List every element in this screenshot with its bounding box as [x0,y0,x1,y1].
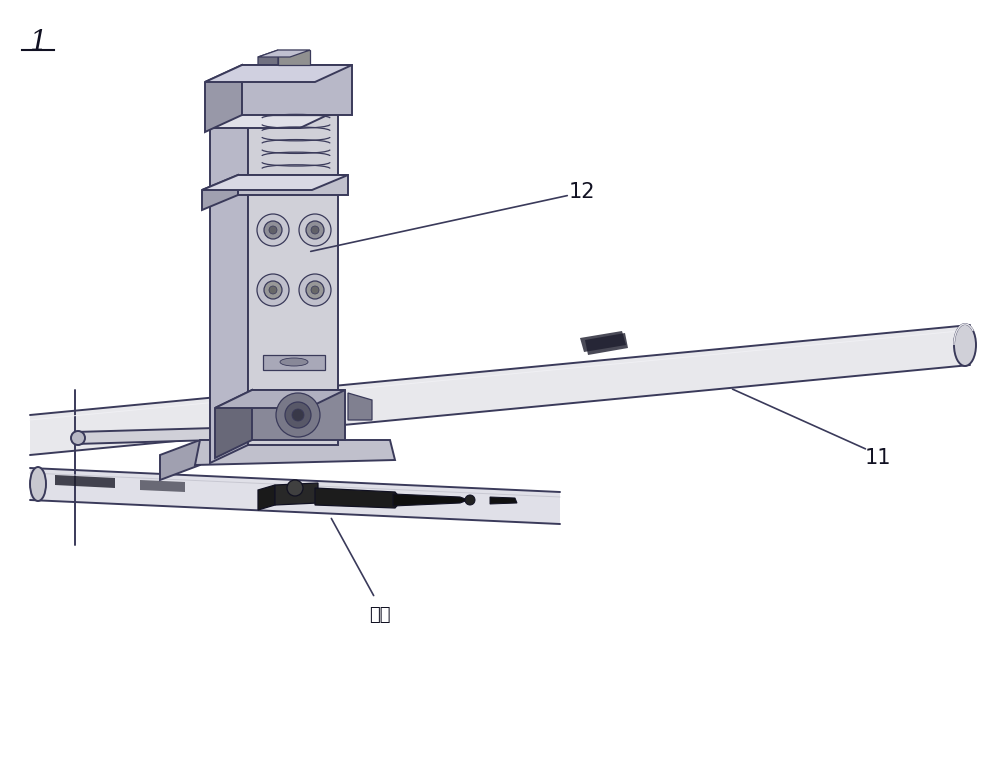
Text: 产品: 产品 [369,606,391,624]
Circle shape [306,221,324,239]
Circle shape [299,274,331,306]
Circle shape [311,286,319,294]
Polygon shape [215,390,345,408]
Polygon shape [258,50,278,72]
Polygon shape [258,485,275,510]
Text: 11: 11 [865,448,891,468]
Polygon shape [258,50,310,57]
Circle shape [257,214,289,246]
Polygon shape [205,65,352,82]
Circle shape [287,480,303,496]
Polygon shape [210,110,338,128]
Polygon shape [30,325,970,455]
Text: 1: 1 [29,28,47,56]
Circle shape [311,226,319,234]
Circle shape [264,221,282,239]
Polygon shape [202,175,238,210]
Circle shape [306,281,324,299]
Circle shape [465,495,475,505]
Polygon shape [278,50,310,65]
Polygon shape [215,390,252,458]
Polygon shape [30,468,560,524]
Polygon shape [75,428,215,444]
Polygon shape [490,497,517,504]
Polygon shape [205,65,242,132]
Polygon shape [140,480,185,492]
Circle shape [285,402,311,428]
Polygon shape [248,110,338,445]
Polygon shape [55,475,115,488]
Polygon shape [195,440,395,465]
Polygon shape [202,175,348,190]
Polygon shape [315,488,402,508]
Ellipse shape [71,431,85,445]
Polygon shape [393,494,468,506]
Text: 12: 12 [569,182,595,202]
Circle shape [292,409,304,421]
Circle shape [269,286,277,294]
Ellipse shape [30,467,46,501]
Circle shape [257,274,289,306]
Circle shape [276,393,320,437]
Polygon shape [210,110,248,463]
Circle shape [269,226,277,234]
Circle shape [299,214,331,246]
Ellipse shape [280,358,308,366]
Polygon shape [160,440,200,480]
Polygon shape [238,175,348,195]
Polygon shape [275,483,318,505]
Polygon shape [263,355,325,370]
Polygon shape [580,331,626,352]
Ellipse shape [954,324,976,366]
Circle shape [264,281,282,299]
Polygon shape [242,65,352,115]
Polygon shape [252,390,345,440]
Polygon shape [348,393,372,420]
Polygon shape [585,333,628,355]
